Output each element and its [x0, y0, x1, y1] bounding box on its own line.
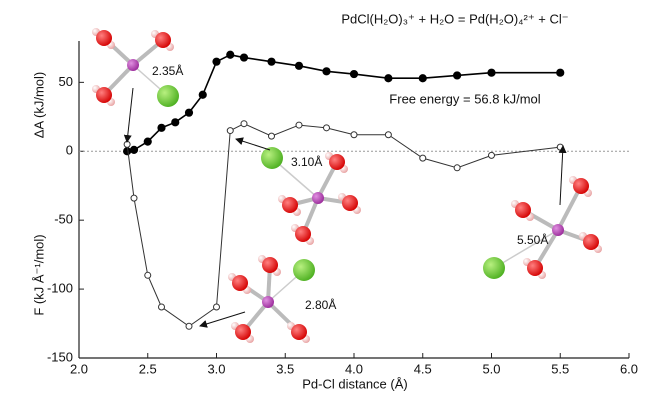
x-axis-label: Pd-Cl distance (Å) — [302, 376, 407, 391]
data-point — [350, 70, 357, 77]
data-point — [172, 119, 179, 126]
o-atom — [583, 234, 599, 250]
x-tick-label: 2.5 — [139, 361, 157, 376]
data-point — [420, 155, 426, 161]
data-point — [227, 128, 233, 134]
x-tick-label: 3.0 — [207, 361, 225, 376]
y-axis-label-top: ΔA (kJ/mol) — [31, 72, 46, 138]
y-tick-label: -100 — [47, 281, 73, 296]
x-tick-label: 6.0 — [620, 361, 638, 376]
o-atom — [96, 87, 112, 103]
data-point — [199, 91, 206, 98]
arrow — [127, 88, 133, 142]
data-point — [145, 272, 151, 278]
o-atom — [96, 30, 112, 46]
o-atom — [295, 226, 311, 242]
x-tick-label: 4.0 — [345, 361, 363, 376]
data-point — [488, 69, 495, 76]
data-point — [144, 138, 151, 145]
o-atom — [342, 195, 358, 211]
cl-atom — [293, 259, 315, 281]
cl-atom — [261, 147, 283, 169]
data-point — [214, 304, 220, 310]
data-point — [124, 148, 131, 155]
o-atom — [282, 197, 298, 213]
y-tick-label: 0 — [66, 143, 73, 158]
data-point — [268, 58, 275, 65]
o-atom — [155, 32, 171, 48]
pd-atom — [127, 59, 139, 71]
distance-label: 2.35Å — [152, 63, 183, 78]
arrow — [236, 139, 270, 150]
x-tick-label: 4.5 — [414, 361, 432, 376]
data-point — [213, 58, 220, 65]
pd-atom — [262, 296, 274, 308]
x-tick-label: 5.5 — [551, 361, 569, 376]
data-point — [130, 146, 137, 153]
y-tick-label: 50 — [59, 74, 73, 89]
data-point — [158, 124, 165, 131]
molecules: 2.35Å 3.10Å 2.80Å 5.50Å — [92, 28, 602, 343]
data-point — [489, 152, 495, 158]
x-tick-label: 3.5 — [276, 361, 294, 376]
data-point — [385, 132, 391, 138]
y-tick-label: -50 — [54, 212, 73, 227]
arrow — [560, 146, 563, 205]
o-atom — [235, 324, 251, 340]
distance-label: 5.50Å — [517, 232, 548, 247]
data-point — [296, 122, 302, 128]
data-point — [454, 165, 460, 171]
o-atom — [262, 257, 278, 273]
pd-atom — [552, 224, 564, 236]
data-point — [185, 109, 192, 116]
o-atom — [291, 324, 307, 340]
equation: PdCl(H₂O)₃⁺ + H₂O = Pd(H₂O)₄²⁺ + Cl⁻ — [341, 11, 568, 26]
o-atom — [527, 260, 543, 276]
o-atom — [515, 202, 531, 218]
cl-atom — [483, 257, 505, 279]
data-point — [131, 195, 137, 201]
data-point — [240, 54, 247, 61]
chart: PdCl(H₂O)₃⁺ + H₂O = Pd(H₂O)₄²⁺ + Cl⁻ Fre… — [0, 0, 645, 398]
data-point — [269, 133, 275, 139]
data-point — [454, 72, 461, 79]
o-atom — [232, 275, 248, 291]
x-tick-label: 5.0 — [482, 361, 500, 376]
data-point — [557, 69, 564, 76]
x-tick-label: 2.0 — [70, 361, 88, 376]
series-line — [127, 124, 560, 327]
data-point — [227, 51, 234, 58]
data-point — [159, 304, 165, 310]
data-point — [323, 68, 330, 75]
data-point — [124, 141, 130, 147]
data-point — [324, 125, 330, 131]
y-axis-label-bottom: F (kJ Å⁻¹/mol) — [31, 234, 46, 315]
o-atom — [329, 154, 345, 170]
data-point — [241, 121, 247, 127]
data-point — [419, 75, 426, 82]
data-point — [295, 62, 302, 69]
o-atom — [573, 178, 589, 194]
pd-atom — [312, 192, 324, 204]
distance-label: 2.80Å — [305, 297, 336, 312]
data-point — [186, 323, 192, 329]
cl-atom — [157, 85, 179, 107]
data-point — [385, 75, 392, 82]
free-energy-label: Free energy = 56.8 kJ/mol — [389, 91, 540, 106]
distance-label: 3.10Å — [291, 154, 322, 169]
data-point — [351, 132, 357, 138]
